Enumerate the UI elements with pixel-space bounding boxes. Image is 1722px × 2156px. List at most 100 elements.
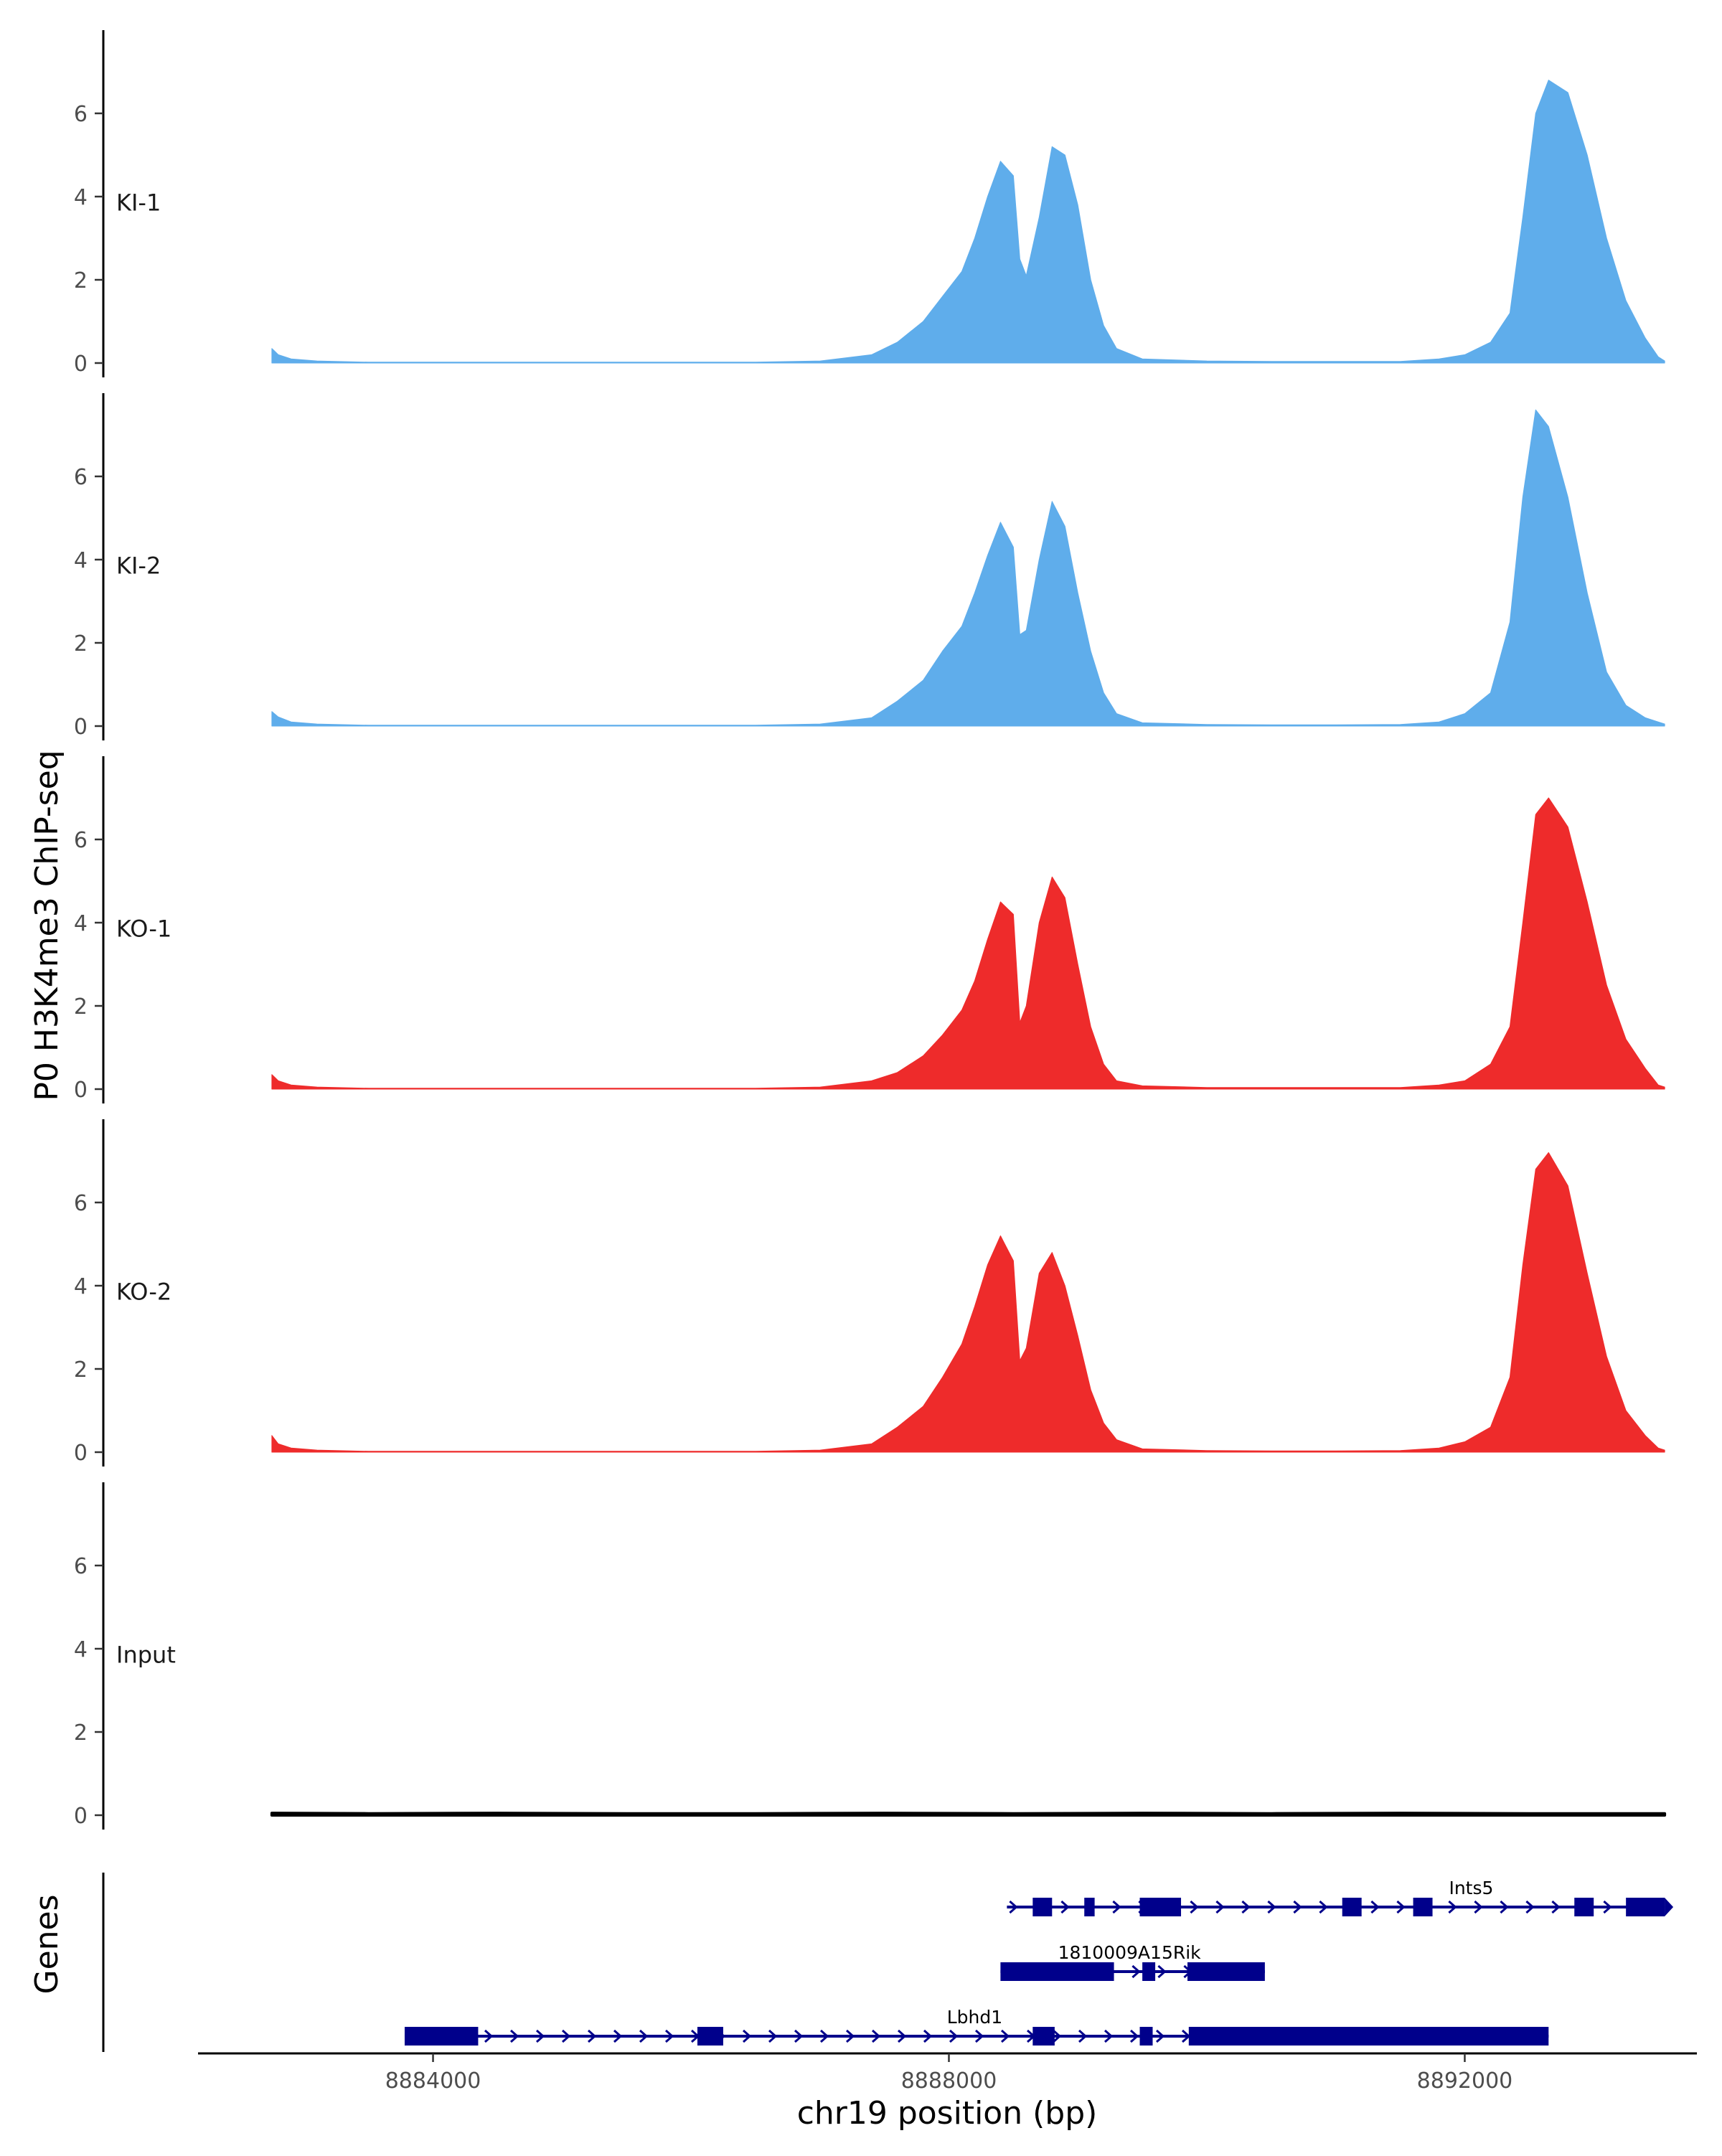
strand-arrow: [897, 2029, 907, 2043]
track-panel: 0 2 4 6 KO-1: [74, 756, 1665, 1103]
gene-label: 1810009A15Rik: [1058, 1942, 1202, 1963]
y-tick-label: 6: [74, 828, 88, 853]
exon-block: [1139, 1898, 1182, 1916]
strand-arrow: [535, 2029, 545, 2043]
exon-block: [1032, 2027, 1055, 2046]
exon-block: [1084, 1898, 1095, 1916]
track-label: KO-2: [116, 1279, 171, 1306]
strand-arrow: [819, 2029, 829, 2043]
genes-axis-title: Genes: [29, 1894, 65, 1994]
strand-arrow: [1448, 1900, 1457, 1914]
strand-arrow: [1293, 1900, 1302, 1914]
gene-model: Lbhd1: [404, 2007, 1549, 2046]
gene-label: Ints5: [1449, 1878, 1493, 1898]
exon-block: [697, 2027, 723, 2046]
strand-arrow: [1104, 2029, 1114, 2043]
y-tick-label: 4: [74, 185, 88, 210]
x-axis: 8884000 8888000 8892000: [198, 2052, 1697, 2094]
exon-block: [1000, 1962, 1114, 1981]
strand-arrow: [1155, 2029, 1165, 2043]
signal-area: [271, 80, 1665, 364]
exon-block: [1413, 1898, 1433, 1916]
strand-arrow: [1078, 2029, 1088, 2043]
strand-arrow: [1603, 1900, 1612, 1914]
y-tick-label: 0: [74, 1804, 88, 1829]
y-tick-label: 6: [74, 1554, 88, 1579]
strand-arrow: [845, 2029, 855, 2043]
y-tick-label: 0: [74, 1078, 88, 1103]
y-tick-label: 4: [74, 548, 88, 573]
exon-block: [1626, 1898, 1665, 1916]
strand-arrow: [1241, 1900, 1251, 1914]
gene-annotations: Ints5 1810009A15Rik Lbhd1: [102, 1873, 1674, 2052]
track-panel: 0 2 4 6 KO-2: [74, 1119, 1665, 1467]
strand-arrow: [1190, 1900, 1199, 1914]
strand-arrow: [509, 2029, 519, 2043]
y-tick-label: 4: [74, 1637, 88, 1662]
strand-arrow: [1009, 1900, 1018, 1914]
y-tick-label: 6: [74, 102, 88, 127]
signal-area: [270, 1812, 1667, 1817]
exon-block: [1342, 1898, 1362, 1916]
y-tick-label: 2: [74, 268, 88, 293]
strand-arrow: [871, 2029, 881, 2043]
track-panel: 0 2 4 6 KI-2: [74, 393, 1665, 740]
strand-arrow: [949, 2029, 959, 2043]
strand-arrow: [923, 2029, 933, 2043]
strand-arrow: [1000, 2029, 1010, 2043]
strand-arrow: [561, 2029, 571, 2043]
y-tick-label: 2: [74, 994, 88, 1020]
strand-arrow: [1319, 1900, 1328, 1914]
strand-arrow: [1052, 2029, 1062, 2043]
track-panel: 0 2 4 6 Input: [74, 1482, 1667, 1830]
strand-arrow: [1157, 1964, 1167, 1979]
exon-block: [1187, 1962, 1265, 1981]
strand-arrow: [1525, 1900, 1535, 1914]
strand-arrow: [1112, 1900, 1121, 1914]
track-label: KO-1: [116, 915, 171, 943]
strand-arrow: [1370, 1900, 1380, 1914]
gene-end-arrow: [1665, 1898, 1674, 1916]
strand-arrow: [974, 2029, 984, 2043]
track-label: Input: [116, 1642, 176, 1669]
strand-arrow: [1131, 1964, 1141, 1979]
strand-arrow: [1267, 1900, 1276, 1914]
signal-tracks: 0 2 4 6 KI-1 0 2 4 6 KI-2 0 2 4 6 KO-1 0 2 4 6 KO-2 0 2 4 6 Inpu…: [74, 30, 1667, 1830]
exon-block: [1142, 1962, 1156, 1981]
y-axis-title: P0 H3K4me3 ChIP-seq: [29, 750, 65, 1101]
strand-arrow: [484, 2029, 494, 2043]
y-tick-label: 2: [74, 631, 88, 656]
signal-area: [271, 409, 1665, 727]
x-axis-title: chr19 position (bp): [797, 2095, 1098, 2132]
strand-arrow: [1551, 1900, 1561, 1914]
y-tick-label: 6: [74, 465, 88, 490]
y-tick-label: 4: [74, 911, 88, 936]
strand-arrow: [768, 2029, 778, 2043]
strand-arrow: [1500, 1900, 1509, 1914]
strand-arrow: [1060, 1900, 1070, 1914]
y-tick-label: 0: [74, 352, 88, 377]
track-label: KI-1: [116, 189, 161, 217]
track-label: KI-2: [116, 552, 161, 580]
strand-arrow: [664, 2029, 674, 2043]
signal-area: [271, 797, 1665, 1090]
x-tick-label: 8888000: [901, 2068, 997, 2094]
strand-arrow: [613, 2029, 623, 2043]
strand-arrow: [1396, 1900, 1406, 1914]
y-tick-label: 4: [74, 1274, 88, 1299]
x-tick-label: 8892000: [1417, 2068, 1513, 2094]
strand-arrow: [639, 2029, 649, 2043]
track-panel: 0 2 4 6 KI-1: [74, 30, 1665, 377]
strand-arrow: [1129, 2029, 1139, 2043]
y-tick-label: 2: [74, 1720, 88, 1746]
y-tick-label: 6: [74, 1191, 88, 1216]
y-tick-label: 0: [74, 715, 88, 740]
gene-model: 1810009A15Rik: [1000, 1942, 1265, 1981]
x-tick-label: 8884000: [385, 2068, 481, 2094]
exon-block: [1032, 1898, 1053, 1916]
signal-area: [271, 1152, 1665, 1453]
strand-arrow: [1215, 1900, 1225, 1914]
strand-arrow: [1474, 1900, 1483, 1914]
